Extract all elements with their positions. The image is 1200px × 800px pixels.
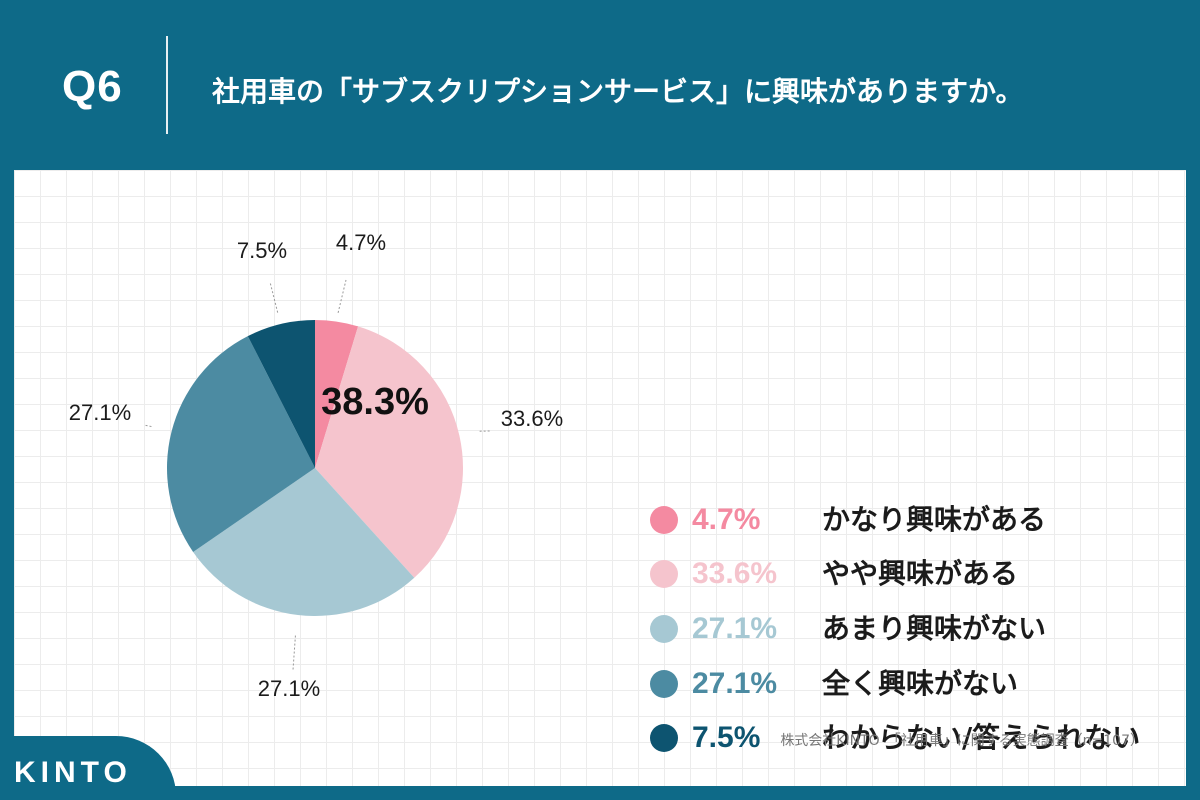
legend-swatch <box>650 560 678 588</box>
leader-line <box>269 281 279 313</box>
legend-swatch <box>650 506 678 534</box>
leader-line <box>292 635 296 671</box>
legend-value: 7.5% <box>692 721 761 754</box>
logo-tab <box>0 736 176 800</box>
legend-value: 27.1% <box>692 667 778 700</box>
source-note: 株式会社KINTO 「社用車」に関する実態調査（n=107） <box>780 733 1144 749</box>
pie-slice <box>167 336 315 552</box>
legend-swatch <box>650 724 678 752</box>
legend-label: やや興味がある <box>822 557 1019 590</box>
legend-value: 4.7% <box>692 503 761 536</box>
legend-label: わからない/答えられない <box>822 721 1141 754</box>
data-label: 27.1% <box>258 676 320 701</box>
pie-slice <box>193 468 415 616</box>
chart-panel: 4.7% 33.6% 27.1% 27.1% 7.5% 38.3% 4.7% かなり興味が… <box>14 170 1186 786</box>
highlight-label: 38.3% <box>321 381 429 423</box>
data-label: 33.6% <box>501 406 563 431</box>
question-title: 社用車の「サブスクリプションサービス」に興味がありますか。 <box>212 75 1024 108</box>
leader-line <box>337 279 347 313</box>
legend-label: あまり興味がない <box>822 612 1047 645</box>
pie-slice <box>315 326 463 578</box>
header-bar: Q6 社用車の「サブスクリプションサービス」に興味がありますか。 <box>0 0 1200 170</box>
data-label: 7.5% <box>237 238 287 263</box>
legend-label: 全く興味がない <box>822 667 1019 700</box>
data-label: 27.1% <box>69 400 131 425</box>
pie-chart: 4.7% 33.6% 27.1% 27.1% 7.5% 38.3% <box>69 230 563 701</box>
legend-label: かなり興味がある <box>822 503 1047 536</box>
data-label: 4.7% <box>336 230 386 255</box>
header-divider <box>166 36 168 134</box>
question-number: Q6 <box>62 62 123 111</box>
leader-line <box>143 424 152 428</box>
legend-swatch <box>650 615 678 643</box>
pie-slice <box>315 320 359 468</box>
kinto-logo: KINTO <box>14 756 132 789</box>
pie-slice <box>247 320 315 468</box>
legend-value: 27.1% <box>692 612 778 645</box>
legend-value: 33.6% <box>692 557 778 590</box>
legend-swatch <box>650 670 678 698</box>
